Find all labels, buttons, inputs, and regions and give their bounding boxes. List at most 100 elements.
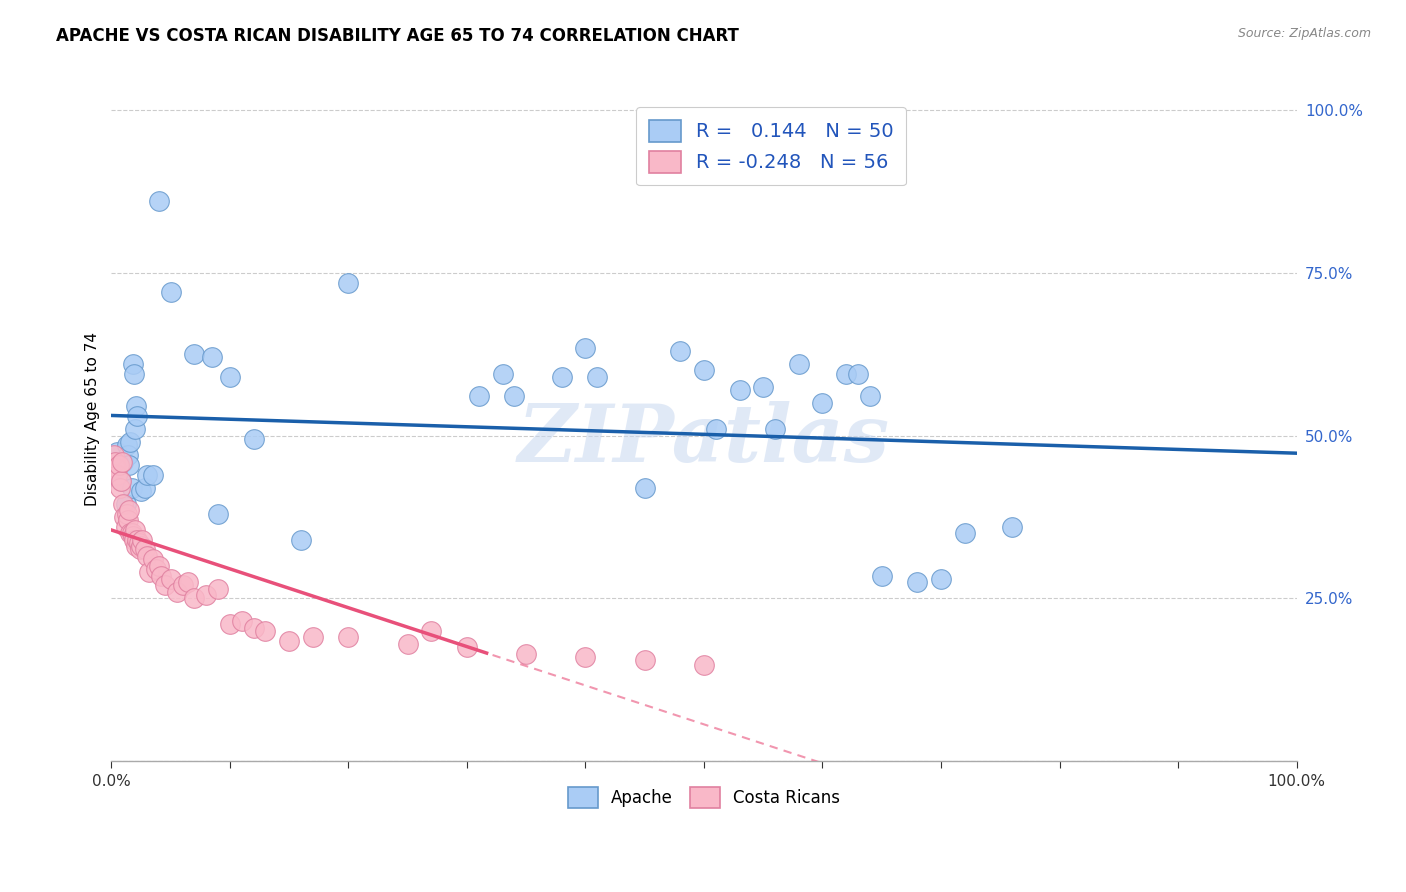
Point — [120, 435, 142, 450]
Point — [138, 566, 160, 580]
Point — [112, 497, 135, 511]
Point — [153, 578, 176, 592]
Point — [114, 497, 136, 511]
Point — [142, 552, 165, 566]
Point — [136, 467, 159, 482]
Point — [183, 347, 205, 361]
Point — [811, 396, 834, 410]
Point — [136, 549, 159, 563]
Text: Source: ZipAtlas.com: Source: ZipAtlas.com — [1237, 27, 1371, 40]
Point — [134, 481, 156, 495]
Point — [693, 363, 716, 377]
Point — [219, 617, 242, 632]
Point — [183, 591, 205, 606]
Point — [574, 649, 596, 664]
Text: ZIPatlas: ZIPatlas — [517, 401, 890, 478]
Point — [231, 614, 253, 628]
Point — [125, 399, 148, 413]
Point — [105, 467, 128, 482]
Point — [118, 458, 141, 472]
Point — [503, 389, 526, 403]
Point — [290, 533, 312, 547]
Point — [104, 454, 127, 468]
Point — [117, 448, 139, 462]
Point — [124, 422, 146, 436]
Point — [114, 510, 136, 524]
Point — [242, 432, 264, 446]
Point — [120, 526, 142, 541]
Point — [105, 445, 128, 459]
Point — [195, 588, 218, 602]
Point — [207, 507, 229, 521]
Point — [953, 526, 976, 541]
Point — [219, 370, 242, 384]
Point — [134, 542, 156, 557]
Point — [551, 370, 574, 384]
Point — [669, 343, 692, 358]
Point — [122, 533, 145, 547]
Point — [704, 422, 727, 436]
Point — [870, 568, 893, 582]
Point — [207, 582, 229, 596]
Point — [110, 474, 132, 488]
Point — [177, 574, 200, 589]
Point — [302, 631, 325, 645]
Point — [905, 574, 928, 589]
Point — [172, 578, 194, 592]
Point — [131, 533, 153, 547]
Point — [763, 422, 786, 436]
Point — [107, 458, 129, 472]
Point — [201, 351, 224, 365]
Point — [121, 529, 143, 543]
Point — [117, 513, 139, 527]
Point — [574, 341, 596, 355]
Point — [108, 481, 131, 495]
Point — [105, 461, 128, 475]
Point — [125, 539, 148, 553]
Point — [586, 370, 609, 384]
Point — [127, 533, 149, 547]
Point — [693, 657, 716, 672]
Point — [148, 194, 170, 208]
Point — [121, 526, 143, 541]
Point — [159, 572, 181, 586]
Point — [166, 584, 188, 599]
Point — [396, 637, 419, 651]
Point — [752, 380, 775, 394]
Point — [456, 640, 478, 654]
Y-axis label: Disability Age 65 to 74: Disability Age 65 to 74 — [86, 332, 100, 507]
Point — [112, 454, 135, 468]
Point — [127, 409, 149, 423]
Point — [145, 562, 167, 576]
Point — [337, 631, 360, 645]
Point — [110, 474, 132, 488]
Point — [111, 454, 134, 468]
Point — [142, 467, 165, 482]
Point — [468, 389, 491, 403]
Point — [1001, 519, 1024, 533]
Point — [121, 481, 143, 495]
Point — [115, 438, 138, 452]
Point — [859, 389, 882, 403]
Point — [122, 367, 145, 381]
Point — [634, 481, 657, 495]
Point — [128, 542, 150, 557]
Point — [129, 539, 152, 553]
Point — [121, 357, 143, 371]
Point — [150, 568, 173, 582]
Point — [254, 624, 277, 638]
Point — [634, 653, 657, 667]
Point — [728, 383, 751, 397]
Point — [128, 536, 150, 550]
Point — [420, 624, 443, 638]
Point — [129, 483, 152, 498]
Point — [846, 367, 869, 381]
Point — [124, 523, 146, 537]
Text: APACHE VS COSTA RICAN DISABILITY AGE 65 TO 74 CORRELATION CHART: APACHE VS COSTA RICAN DISABILITY AGE 65 … — [56, 27, 740, 45]
Point — [835, 367, 858, 381]
Point — [114, 519, 136, 533]
Point — [118, 503, 141, 517]
Point — [148, 558, 170, 573]
Point — [515, 647, 537, 661]
Point — [337, 276, 360, 290]
